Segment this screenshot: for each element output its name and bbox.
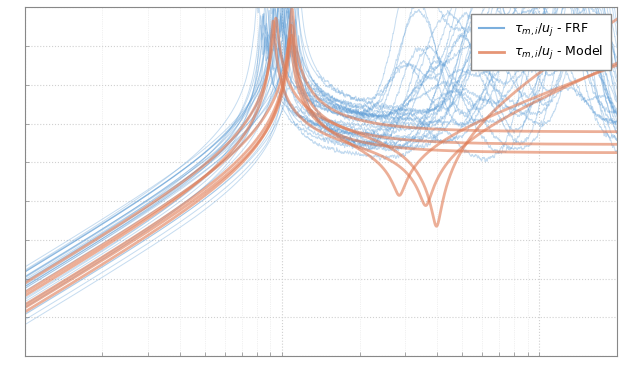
Legend: $\tau_{m,i}/u_j$ - FRF, $\tau_{m,i}/u_j$ - Model: $\tau_{m,i}/u_j$ - FRF, $\tau_{m,i}/u_j$… [472,14,611,70]
